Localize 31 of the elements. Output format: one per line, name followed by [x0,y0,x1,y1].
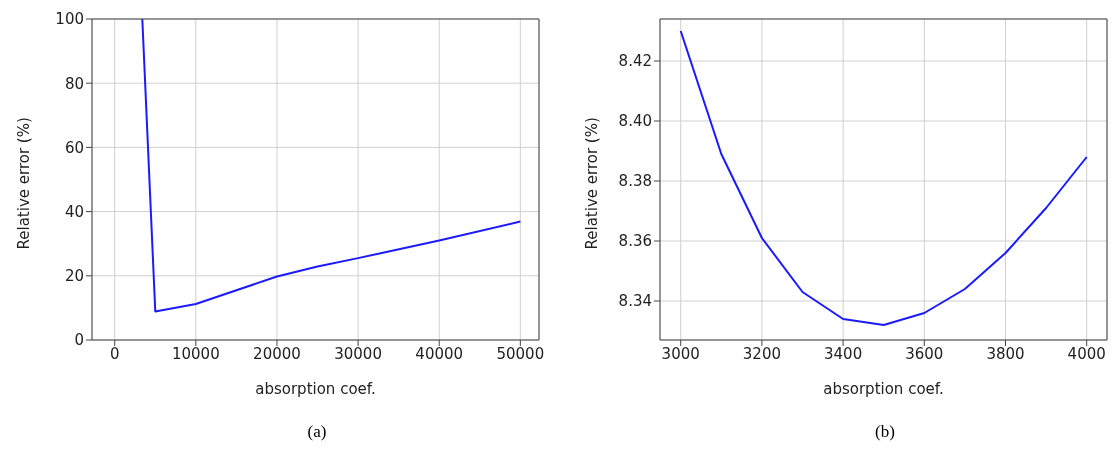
x-tick-label: 3000 [661,344,700,363]
y-tick-label: 80 [64,74,84,93]
line-series [679,30,1088,326]
x-tick-label: 30000 [334,344,382,363]
x-tick-label: 10000 [171,344,220,363]
y-tick-label: 8.42 [618,52,652,71]
x-tick-label: 40000 [415,344,464,363]
y-tick-label: 8.38 [618,172,652,191]
y-tick-label: 8.36 [618,232,652,251]
y-tick-label: 100 [55,10,84,29]
text: (a) [306,422,328,442]
y-axis-title: Relative error (%) [583,117,602,250]
x-axis-title: absorption coef. [823,380,944,398]
x-axis-title: absorption coef. [255,380,376,398]
x-tick-label: 50000 [496,344,545,363]
text: (b) [874,422,896,442]
line-series [141,19,522,313]
y-axis-title: Relative error (%) [15,117,34,250]
x-tick-label: 20000 [253,344,301,363]
y-tick-label: 0 [74,331,84,350]
y-tick-label: 20 [64,267,84,286]
x-tick-label: 0 [109,344,120,363]
y-tick-label: 8.34 [618,292,652,311]
y-tick-label: 8.40 [618,112,652,131]
y-tick-label: 60 [64,138,84,157]
x-tick-label: 4000 [1067,344,1106,363]
y-tick-label: 40 [64,202,84,221]
x-tick-label: 3800 [986,344,1025,363]
x-tick-label: 3200 [742,344,781,363]
x-tick-label: 3400 [824,344,863,363]
x-tick-label: 3600 [905,344,944,363]
